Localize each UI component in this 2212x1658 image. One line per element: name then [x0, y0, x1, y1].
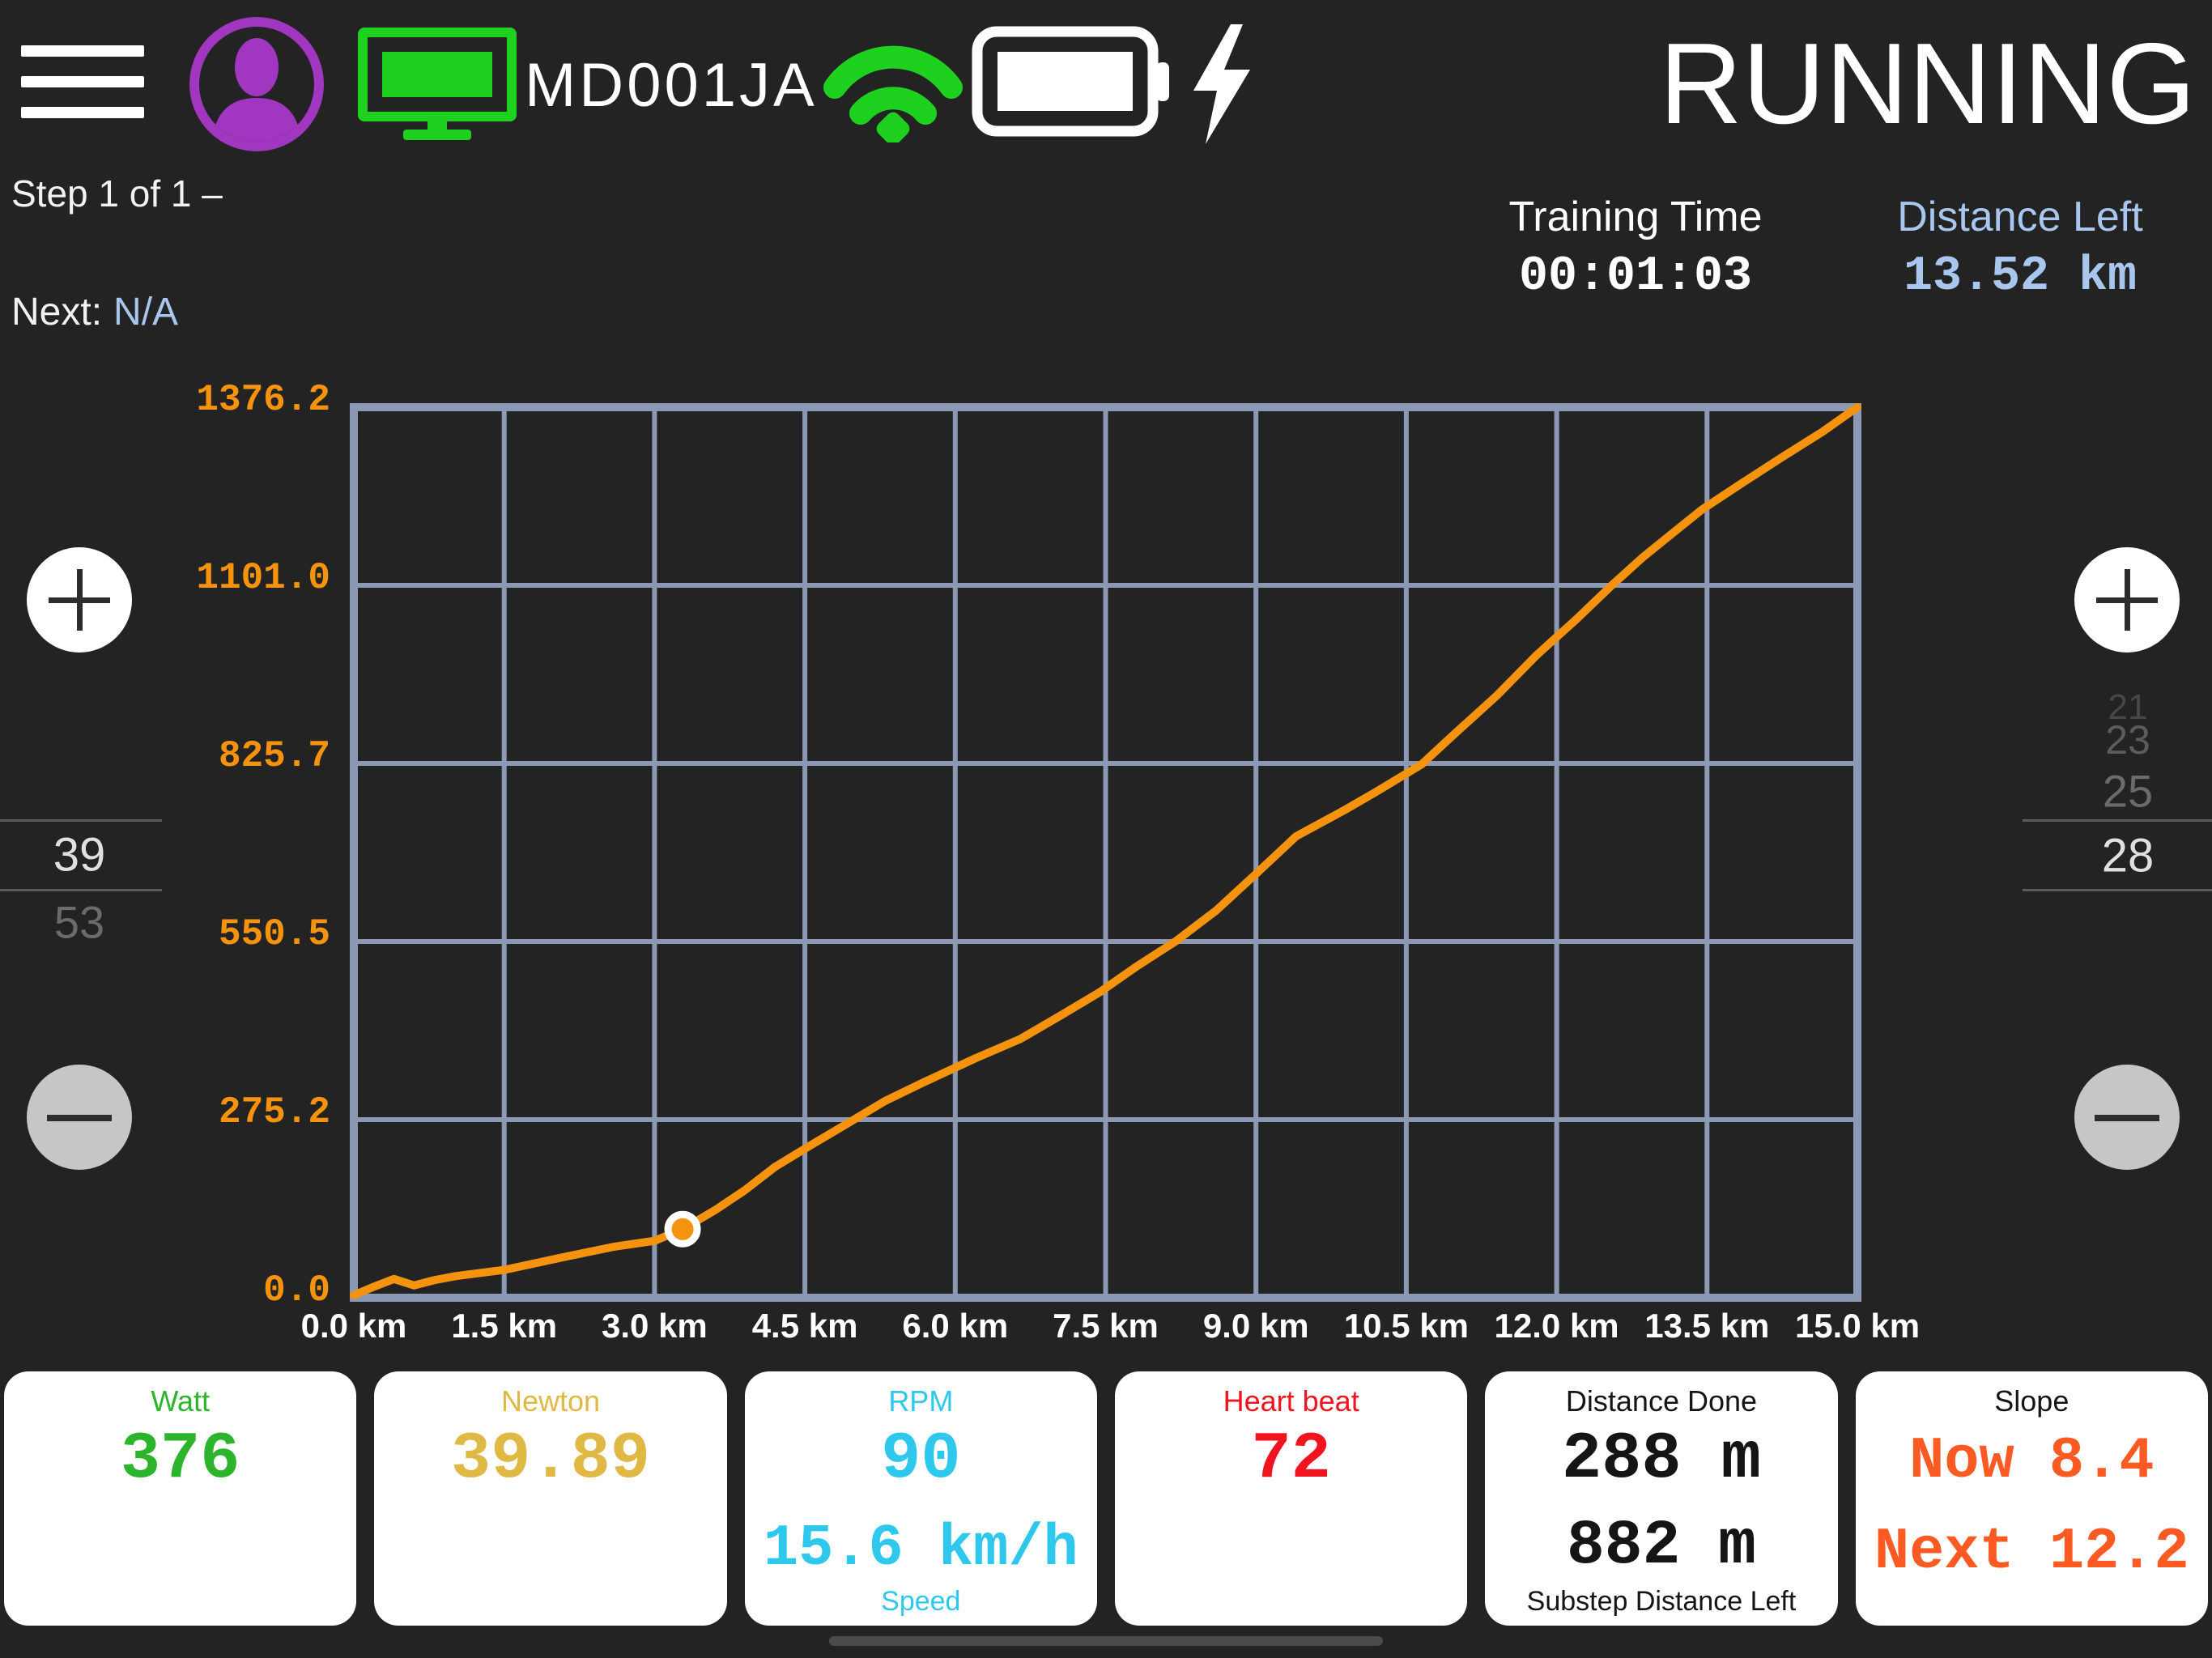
left-wheel-value[interactable]: 53: [53, 896, 105, 948]
y-axis-tick-label: 1376.2: [196, 379, 330, 421]
page-title: RUNNING: [1659, 19, 2196, 148]
y-axis-tick-label: 1101.0: [196, 557, 330, 599]
monitor-icon: [358, 28, 517, 140]
x-axis-tick-label: 12.0 km: [1495, 1307, 1619, 1345]
picker-divider: [0, 819, 162, 822]
right-wheel-value[interactable]: 23: [2105, 717, 2150, 763]
device-name: MD001JA: [525, 51, 818, 120]
left-wheel-value-selected[interactable]: 39: [53, 828, 106, 882]
slope-card: Slope Now 8.4 Next 12.2: [1855, 1371, 2208, 1626]
profile-line: [350, 403, 1861, 1299]
training-time-label: Training Time: [1508, 193, 1763, 240]
newton-label: Newton: [500, 1384, 601, 1418]
slope-now-value: Now 8.4: [1909, 1428, 2155, 1494]
distance-left-block: Distance Left 13.52 km: [1838, 193, 2202, 304]
y-axis-tick-label: 275.2: [219, 1091, 330, 1133]
watt-label: Watt: [151, 1384, 210, 1418]
x-axis-tick-label: 7.5 km: [1053, 1307, 1159, 1345]
x-axis-tick-label: 1.5 km: [451, 1307, 557, 1345]
step-indicator: Step 1 of 1 –: [11, 172, 223, 215]
substep-distance-left-value: 882 m: [1566, 1511, 1756, 1582]
picker-divider: [2023, 819, 2212, 822]
heart-beat-value: 72: [1251, 1422, 1331, 1497]
substep-distance-left-label: Substep Distance Left: [1526, 1586, 1797, 1617]
x-axis-tick-label: 9.0 km: [1203, 1307, 1309, 1345]
watt-value: 376: [120, 1422, 240, 1497]
distance-left-value: 13.52 km: [1903, 249, 2138, 304]
x-axis-tick-label: 13.5 km: [1644, 1307, 1769, 1345]
minus-icon: [2095, 1114, 2159, 1121]
distance-done-label: Distance Done: [1565, 1384, 1758, 1418]
speed-value: 15.6 km/h: [763, 1516, 1078, 1582]
person-avatar-icon[interactable]: [188, 15, 325, 153]
x-axis-tick-label: 4.5 km: [752, 1307, 858, 1345]
newton-card: Newton 39.89: [374, 1371, 727, 1626]
rpm-label: RPM: [888, 1384, 954, 1418]
decrease-right-button[interactable]: [2074, 1065, 2180, 1170]
wifi-icon: [823, 45, 963, 142]
distance-done-value: 288 m: [1561, 1422, 1761, 1497]
slope-next-value: Next 12.2: [1874, 1519, 2189, 1585]
y-axis-tick-label: 0.0: [263, 1269, 330, 1312]
rpm-value: 90: [881, 1422, 961, 1497]
right-wheel-value[interactable]: 25: [2102, 765, 2154, 817]
decrease-left-button[interactable]: [27, 1065, 132, 1170]
lightning-bolt-icon: [1193, 24, 1250, 144]
heart-beat-card: Heart beat 72: [1114, 1371, 1468, 1626]
current-position-marker: [664, 1210, 701, 1248]
x-axis-tick-label: 3.0 km: [602, 1307, 708, 1345]
picker-divider: [2023, 889, 2212, 891]
next-value: N/A: [113, 291, 179, 334]
picker-divider: [0, 889, 162, 891]
heart-beat-label: Heart beat: [1223, 1384, 1359, 1418]
x-axis-tick-label: 10.5 km: [1344, 1307, 1469, 1345]
increase-left-button[interactable]: [27, 547, 132, 653]
right-wheel-value-selected[interactable]: 28: [2101, 829, 2155, 882]
menu-button[interactable]: [21, 45, 144, 120]
next-step-row: Next: N/A: [11, 290, 178, 334]
distance-left-label: Distance Left: [1897, 193, 2143, 240]
distance-done-card: Distance Done 288 m 882 m Substep Distan…: [1485, 1371, 1838, 1626]
minus-icon: [47, 1114, 112, 1121]
x-axis-tick-label: 15.0 km: [1795, 1307, 1920, 1345]
battery-icon: [972, 26, 1169, 137]
rpm-speed-card: RPM 90 15.6 km/h Speed: [744, 1371, 1097, 1626]
x-axis-tick-label: 0.0 km: [301, 1307, 407, 1345]
hamburger-icon: [21, 45, 144, 57]
metric-cards-row: Watt 376 Newton 39.89 RPM 90 15.6 km/h S…: [4, 1371, 2208, 1626]
next-label: Next:: [11, 291, 103, 334]
newton-value: 39.89: [450, 1422, 651, 1497]
training-time-value: 00:01:03: [1518, 249, 1753, 304]
x-axis-tick-label: 6.0 km: [902, 1307, 1008, 1345]
increase-right-button[interactable]: [2074, 547, 2180, 653]
training-time-block: Training Time 00:01:03: [1457, 193, 1814, 304]
right-wheel-value[interactable]: 21: [2108, 687, 2148, 727]
speed-label: Speed: [881, 1586, 961, 1617]
slope-label: Slope: [1994, 1384, 2069, 1418]
y-axis-tick-label: 550.5: [219, 913, 330, 955]
chart-border: [350, 403, 1861, 1302]
y-axis-tick-label: 825.7: [219, 735, 330, 777]
watt-card: Watt 376: [4, 1371, 357, 1626]
home-indicator[interactable]: [829, 1636, 1383, 1646]
